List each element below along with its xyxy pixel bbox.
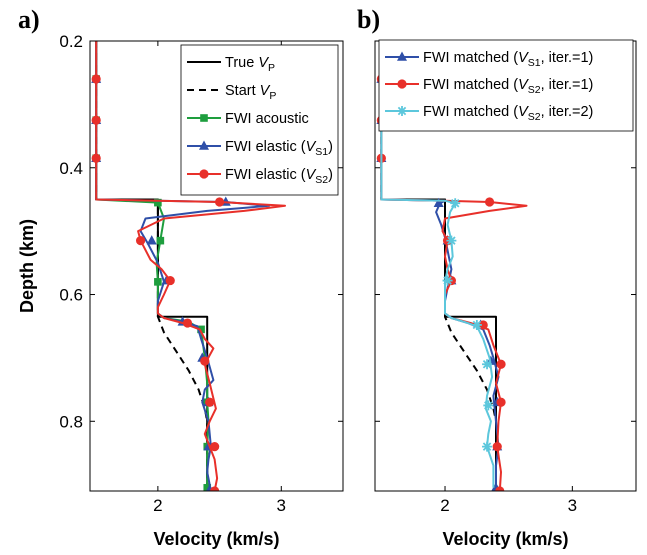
panel-label: b) [357, 5, 380, 34]
y-tick-label: 0.2 [59, 32, 83, 51]
x-axis-label: Velocity (km/s) [153, 529, 279, 549]
panel-label: a) [18, 5, 40, 34]
data-point [482, 442, 492, 452]
data-point [147, 235, 157, 244]
legend-marker [199, 169, 208, 178]
x-tick-label: 3 [277, 496, 286, 515]
data-point [446, 236, 456, 246]
data-point [92, 74, 101, 83]
data-point [496, 398, 505, 407]
x-tick-label: 3 [568, 496, 577, 515]
data-point [215, 197, 224, 206]
legend-marker [397, 79, 406, 88]
x-tick-label: 2 [440, 496, 449, 515]
y-tick-label: 0.6 [59, 286, 83, 305]
data-point [157, 237, 165, 245]
data-point [450, 198, 460, 208]
data-point [92, 116, 101, 125]
data-point [496, 360, 505, 369]
data-point [210, 442, 219, 451]
y-tick-label: 0.4 [59, 159, 83, 178]
data-point [443, 276, 453, 286]
y-tick-label: 0.8 [59, 412, 83, 431]
data-point [166, 276, 175, 285]
x-tick-label: 2 [153, 496, 162, 515]
x-axis-label: Velocity (km/s) [442, 529, 568, 549]
data-point [136, 236, 145, 245]
data-point [154, 278, 162, 286]
data-point [92, 154, 101, 163]
data-point [493, 442, 502, 451]
data-point [200, 356, 209, 365]
data-point [183, 318, 192, 327]
legend: FWI matched (VS1, iter.=1)FWI matched (V… [379, 40, 633, 131]
legend-entry: FWI acoustic [225, 111, 309, 127]
data-point [485, 197, 494, 206]
data-point [472, 320, 482, 330]
panel-a: a) 2 3 0.2 0.4 0.6 0.8 Velocity (km/s) Depth (km… [17, 5, 343, 549]
data-point [205, 398, 214, 407]
legend-marker [397, 106, 407, 116]
legend-marker [200, 114, 208, 122]
data-point [482, 359, 492, 369]
data-point [483, 400, 493, 410]
y-axis-label: Depth (km) [17, 219, 37, 313]
